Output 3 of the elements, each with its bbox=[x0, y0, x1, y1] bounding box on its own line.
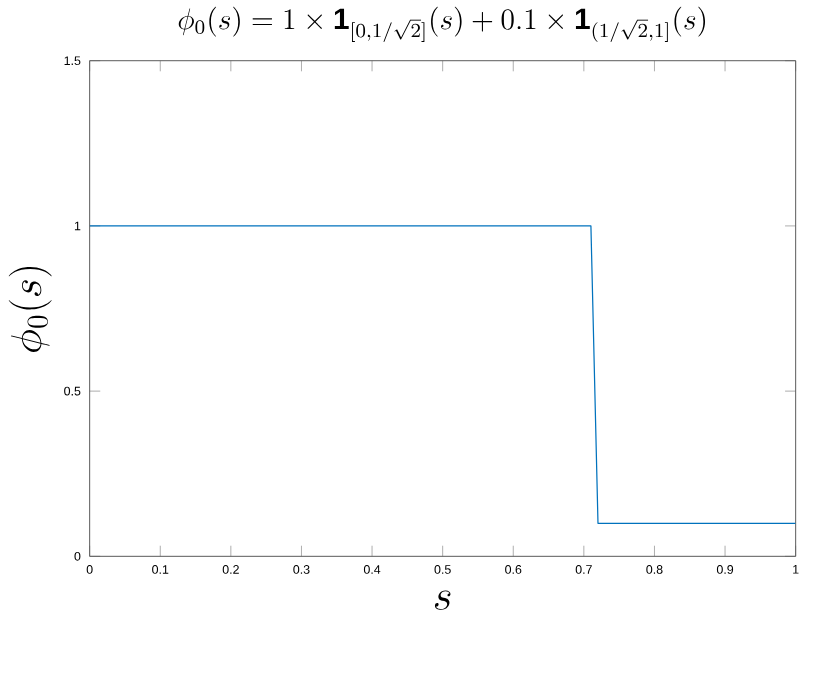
x-axis-title: $s$ bbox=[434, 590, 451, 610]
chart-title: $\phi_0(s) = 1 \times \mathbf{1}_{[0,1/\sqrt{2}]}(s) + 0.1 \times \mathbf{1}_{(1/\sqrt{2},1]}(s)$ bbox=[178, 6, 706, 42]
y-axis-title: $\phi_0(s)$ bbox=[8, 266, 52, 352]
